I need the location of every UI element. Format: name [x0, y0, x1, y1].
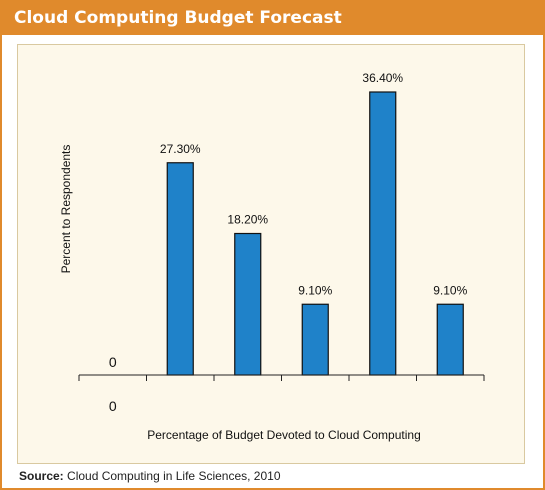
data-label: 36.40% — [362, 71, 403, 85]
bars-layer — [166, 91, 464, 376]
data-labels-layer: 0 27.30% 18.20% 9.10% 36.40% 9.10% — [109, 71, 468, 370]
chart-title: Cloud Computing Budget Forecast — [14, 8, 342, 28]
y-axis-title: Percent to Respondents — [59, 145, 73, 274]
category-labels-layer: 0 — [109, 398, 117, 414]
title-bar: Cloud Computing Budget Forecast — [2, 2, 543, 35]
data-label: 18.20% — [227, 213, 268, 227]
x-axis-title: Percentage of Budget Devoted to Cloud Co… — [147, 428, 421, 442]
data-label: 0 — [109, 354, 117, 370]
x-axis-ticks — [78, 375, 485, 381]
bar — [234, 232, 262, 376]
data-label: 9.10% — [433, 283, 467, 297]
source-text: Cloud Computing in Life Sciences, 2010 — [67, 469, 281, 483]
bar — [369, 91, 397, 376]
plot-panel — [17, 44, 525, 464]
source-label: Source: — [19, 469, 64, 483]
data-label: 27.30% — [160, 142, 201, 156]
bar — [436, 303, 464, 376]
x-tick-label: 0 — [109, 398, 117, 414]
source-line: Source: Cloud Computing in Life Sciences… — [19, 469, 281, 483]
bar — [301, 303, 329, 376]
bar — [166, 162, 194, 376]
data-label: 9.10% — [298, 283, 332, 297]
